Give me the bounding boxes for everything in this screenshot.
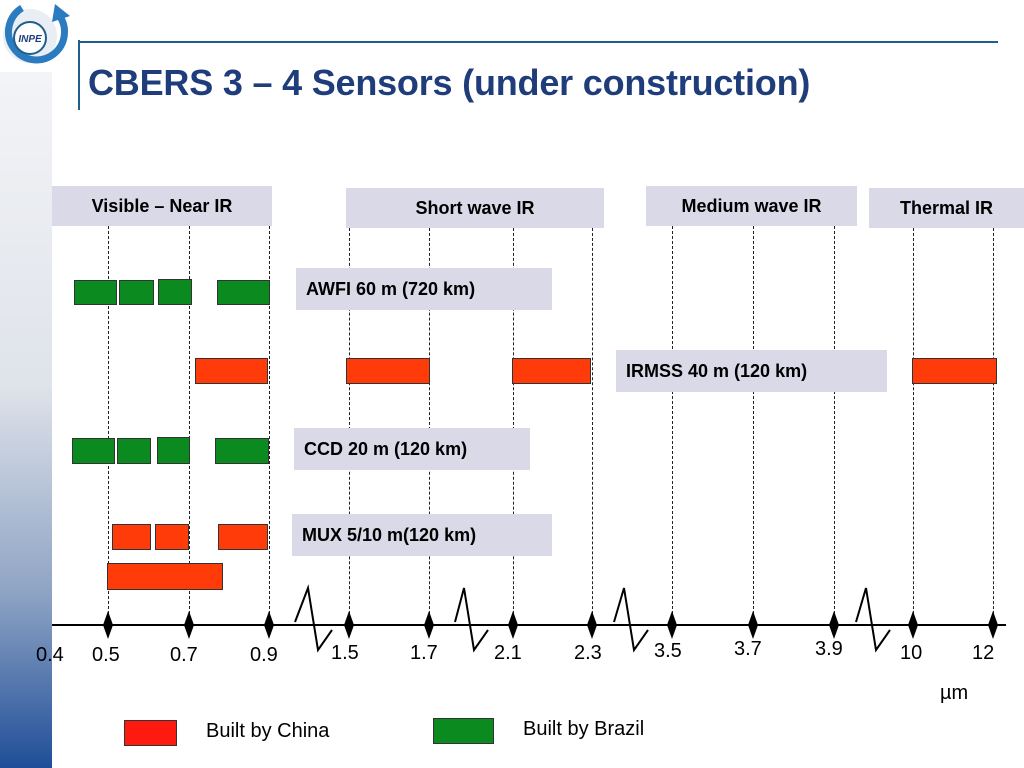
- axis-marker-12: [988, 611, 998, 639]
- gridline-0-9: [269, 226, 270, 624]
- ccd-band-2-bar: [117, 438, 151, 464]
- irmss-band-3-bar: [512, 358, 591, 384]
- axis-marker-3-9: [829, 611, 839, 639]
- legend-label-china: Built by China: [206, 720, 330, 742]
- axis-marker-2-1: [508, 611, 518, 639]
- side-decoration-bar: [0, 72, 52, 768]
- tick-label-10: 10: [900, 642, 923, 664]
- axis-break-3: [613, 587, 649, 653]
- axis-marker-0-9: [264, 611, 274, 639]
- axis-marker-3-5: [667, 611, 677, 639]
- tick-label-12: 12: [972, 642, 995, 664]
- awfi-band-1-bar: [74, 280, 117, 305]
- sensor-label-ccd: CCD 20 m (120 km): [294, 428, 530, 470]
- tick-label-0-4: 0.4: [36, 644, 64, 666]
- axis-marker-10: [908, 611, 918, 639]
- ccd-band-1-bar: [72, 438, 115, 464]
- band-label-medium-wave-ir: Medium wave IR: [646, 186, 857, 226]
- legend-swatch-china: [124, 720, 177, 746]
- axis-break-1: [294, 584, 333, 653]
- awfi-band-4-bar: [217, 280, 270, 305]
- irmss-band-1-bar: [195, 358, 268, 384]
- irmss-band-4-bar: [912, 358, 997, 384]
- gridline-1-5: [349, 228, 350, 624]
- tick-label-3-5: 3.5: [654, 640, 682, 662]
- band-label-thermal-ir: Thermal IR: [869, 188, 1024, 228]
- axis-break-2: [454, 587, 489, 653]
- awfi-band-2-bar: [119, 280, 154, 305]
- sensor-label-mux: MUX 5/10 m(120 km): [292, 514, 552, 556]
- tick-label-0-7: 0.7: [170, 644, 198, 666]
- gridline-3-7: [753, 226, 754, 624]
- mux-band-2-bar: [155, 524, 189, 550]
- axis-marker-3-7: [748, 611, 758, 639]
- legend-swatch-brazil: [433, 718, 494, 744]
- header-horizontal-rule: [78, 41, 998, 43]
- tick-label-0-5: 0.5: [92, 644, 120, 666]
- mux-band-3-bar: [218, 524, 268, 550]
- tick-label-0-9: 0.9: [250, 644, 278, 666]
- ccd-band-3-bar: [157, 437, 190, 464]
- tick-label-1-5: 1.5: [331, 642, 359, 664]
- axis-marker-1-5: [344, 611, 354, 639]
- ccd-band-4-bar: [215, 438, 269, 464]
- gridline-2-3: [592, 228, 593, 624]
- gridline-1-7: [429, 228, 430, 624]
- band-label-short-wave-ir: Short wave IR: [346, 188, 604, 228]
- irmss-band-2-bar: [346, 358, 430, 384]
- gridline-3-9: [834, 226, 835, 624]
- svg-text:INPE: INPE: [18, 34, 42, 45]
- legend-label-brazil: Built by Brazil: [523, 718, 645, 740]
- page-title: CBERS 3 – 4 Sensors (under construction): [88, 62, 811, 103]
- sensor-label-irmss: IRMSS 40 m (120 km): [616, 350, 887, 392]
- tick-label-2-1: 2.1: [494, 642, 522, 664]
- tick-label-3-9: 3.9: [815, 638, 843, 660]
- header-vertical-rule: [78, 40, 80, 110]
- mux-band-1-bar: [112, 524, 151, 550]
- axis-unit-label: µm: [940, 682, 969, 704]
- axis-marker-0-7: [184, 611, 194, 639]
- tick-label-3-7: 3.7: [734, 638, 762, 660]
- axis-break-4: [855, 587, 891, 653]
- axis-marker-2-3: [587, 611, 597, 639]
- tick-label-1-7: 1.7: [410, 642, 438, 664]
- awfi-band-3-bar: [158, 279, 192, 305]
- wavelength-axis: [52, 624, 1006, 626]
- sensor-label-awfi: AWFI 60 m (720 km): [296, 268, 552, 310]
- gridline-0-7: [189, 226, 190, 624]
- inpe-logo: INPE: [0, 0, 86, 72]
- axis-marker-1-7: [424, 611, 434, 639]
- gridline-12: [993, 228, 994, 624]
- gridline-3-5: [672, 226, 673, 624]
- tick-label-2-3: 2.3: [574, 642, 602, 664]
- band-label-visible-near-ir: Visible – Near IR: [52, 186, 272, 226]
- axis-marker-0-5: [103, 611, 113, 639]
- gridline-0-5: [108, 226, 109, 624]
- mux-panchromatic-bar: [107, 563, 223, 590]
- gridline-2-1: [513, 228, 514, 624]
- gridline-10: [913, 228, 914, 624]
